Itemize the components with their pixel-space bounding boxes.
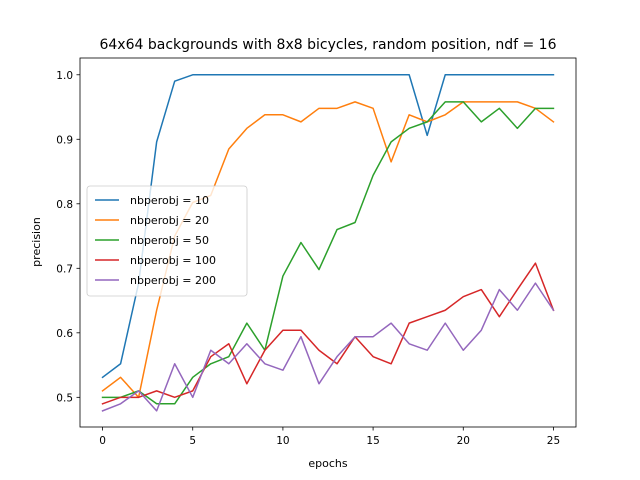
series-line-3 bbox=[101, 262, 555, 405]
x-axis-ticks: 0 5 10 15 20 25 bbox=[99, 427, 560, 447]
y-tick-label: 0.8 bbox=[56, 199, 73, 211]
y-tick-label: 0.9 bbox=[56, 134, 73, 146]
y-axis-label: precision bbox=[30, 217, 43, 267]
series-line-4 bbox=[101, 282, 555, 412]
x-tick-label: 25 bbox=[547, 435, 560, 447]
legend-entry-4: nbperobj = 200 bbox=[130, 274, 216, 287]
legend-entry-3: nbperobj = 100 bbox=[130, 254, 216, 267]
series-line-2 bbox=[101, 101, 555, 405]
y-tick-label: 1.0 bbox=[56, 70, 73, 82]
y-tick-label: 0.7 bbox=[56, 263, 73, 275]
x-tick-label: 15 bbox=[366, 435, 379, 447]
legend-entry-2: nbperobj = 50 bbox=[130, 234, 209, 247]
y-axis-ticks: 0.5 0.6 0.7 0.8 0.9 1.0 bbox=[56, 70, 80, 404]
legend: nbperobj = 10 nbperobj = 20 nbperobj = 50 n… bbox=[86, 185, 248, 297]
chart-title: 64x64 backgrounds with 8x8 bicycles, ran… bbox=[99, 37, 556, 53]
y-tick-label: 0.5 bbox=[56, 392, 73, 404]
x-tick-label: 10 bbox=[276, 435, 289, 447]
plot-area-frame bbox=[79, 57, 577, 428]
legend-entry-0: nbperobj = 10 bbox=[130, 194, 209, 207]
series-line-0 bbox=[101, 74, 555, 379]
x-tick-label: 0 bbox=[99, 435, 106, 447]
x-axis-label: epochs bbox=[308, 457, 347, 470]
legend-box bbox=[86, 185, 248, 297]
y-tick-label: 0.6 bbox=[56, 328, 73, 340]
x-tick-label: 20 bbox=[457, 435, 470, 447]
legend-entry-1: nbperobj = 20 bbox=[130, 214, 209, 227]
x-tick-label: 5 bbox=[189, 435, 196, 447]
